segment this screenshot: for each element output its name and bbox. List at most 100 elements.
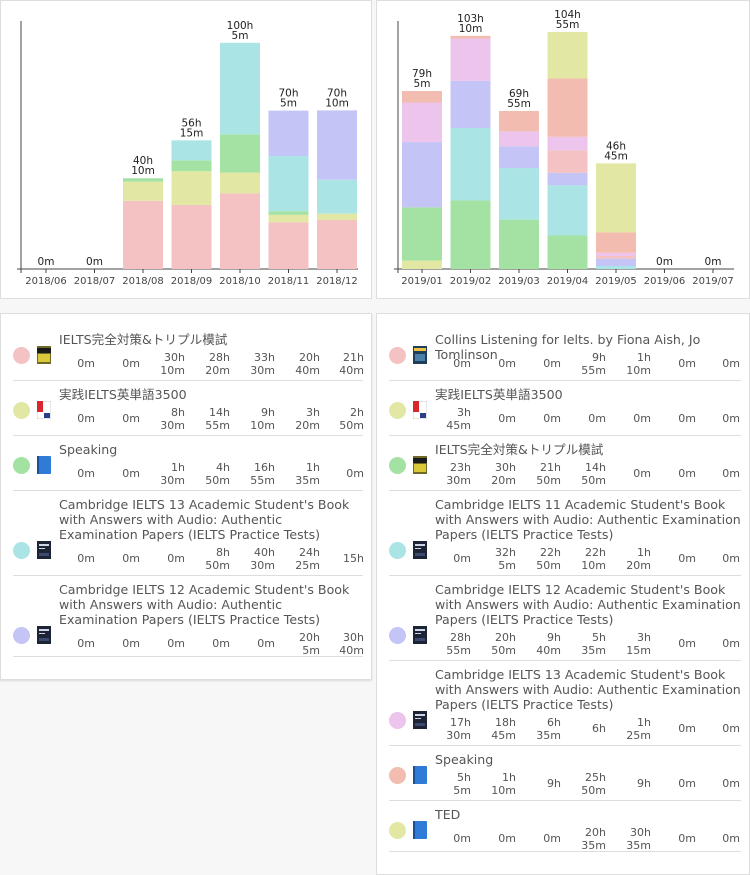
bar-segment [220,193,260,269]
book-row[interactable]: IELTS完全対策&トリプル模試 0m 0m 30h 10m 28h 20m 33h 30m 20… [1,326,371,381]
monthly-value: 9h [525,777,561,790]
bar-segment [596,256,636,259]
monthly-value-line: 50m [536,474,561,487]
monthly-value-line: 35m [581,839,606,852]
series-color-dot [13,402,30,419]
book-row[interactable]: 実践IELTS英単語3500 3h 45m 0m 0m 0m 0m 0m 0m [377,381,749,436]
monthly-value-line: 23h [450,461,471,474]
monthly-value-line: 50m [581,784,606,797]
monthly-value-line: 14h [585,461,606,474]
monthly-value-line: 55m [446,644,471,657]
monthly-value: 0m [704,832,740,845]
monthly-value: 0m [104,357,140,370]
book-row[interactable]: 実践IELTS英単語3500 0m 0m 8h 30m 14h 55m 9h 10m 3h 20m 2… [1,381,371,436]
bar-segment [547,235,588,269]
bar-total-label: 70h 5m [278,88,298,110]
monthly-value-line: 30m [160,419,185,432]
monthly-value: 0m [194,637,230,650]
monthly-value: 0m [239,637,275,650]
row-divider [13,490,363,491]
bar-total-label: 56h 15m [180,117,204,139]
monthly-value: 21h 50m [525,461,561,487]
bar-segment [596,258,636,266]
monthly-values: 0m 32h 5m 22h 50m 22h 10m 1h 20m 0m 0m [435,546,741,572]
monthly-value-line: 10m [626,364,651,377]
monthly-value: 1h 10m [480,771,516,797]
bar-total-label: 70h 10m [325,87,349,109]
x-tick-label: 2019/02 [450,276,492,287]
monthly-value: 0m [704,357,740,370]
ielts-book-icon [37,346,51,364]
monthly-value-line: 17h [450,716,471,729]
monthly-value: 0m [704,637,740,650]
monthly-value-line: 0m [498,412,516,425]
x-tick-label: 2019/03 [498,276,540,287]
book-row[interactable]: Speaking 5h 5m 1h 10m 9h 25h 50m 9h 0m 0m [377,746,749,801]
book-row[interactable]: IELTS完全対策&トリプル模試 23h 30m 30h 20m 21h 50m 14h 50m… [377,436,749,491]
monthly-value-line: 16h [254,461,275,474]
monthly-value: 23h 30m [435,461,471,487]
monthly-value: 0m [328,467,364,480]
book-row[interactable]: Collins Listening for Ielts. by Fiona Ai… [377,326,749,381]
monthly-value: 1h 10m [615,351,651,377]
x-tick-label: 2018/11 [268,276,310,287]
monthly-value-line: 50m [205,559,230,572]
monthly-value-line: 30m [250,559,275,572]
monthly-value-line: 35m [295,474,320,487]
bar-segment [402,207,442,261]
monthly-values: 17h 30m 18h 45m 6h 35m 6h 1h 25m 0m 0m [435,716,741,742]
monthly-value: 33h 30m [239,351,275,377]
monthly-value-line: 30m [446,729,471,742]
monthly-value-line: 0m [498,357,516,370]
monthly-value-line: 30m [250,364,275,377]
monthly-value-line: 0m [678,412,696,425]
monthly-value-line: 20m [626,559,651,572]
monthly-value: 3h 15m [615,631,651,657]
x-tick-label: 2019/07 [692,276,734,287]
monthly-value: 6h [570,722,606,735]
monthly-value-line: 0m [122,637,140,650]
book-title: Cambridge IELTS 12 Academic Student's Bo… [435,582,741,627]
bar-segment [402,91,442,103]
blue-book-icon [413,766,427,784]
book-row[interactable]: Cambridge IELTS 11 Academic Student's Bo… [377,491,749,576]
monthly-value: 14h 50m [570,461,606,487]
bar-segment [499,111,539,132]
bar-segment [547,136,588,151]
monthly-value: 0m [660,412,696,425]
monthly-value-line: 2h [350,406,364,419]
monthly-value: 0m [59,467,95,480]
monthly-value-line: 18h [495,716,516,729]
monthly-value: 30h 10m [149,351,185,377]
monthly-value-line: 9h [547,631,561,644]
book-title: IELTS完全対策&トリプル模試 [59,332,228,347]
bar-segment [450,127,491,201]
monthly-value-line: 22h [540,546,561,559]
monthly-value: 0m [660,552,696,565]
stacked-bar-chart-2018: 0m 2018/06 0m 2018/07 40h 10m 2018/08 56h 15m 201… [17,20,358,287]
book-row[interactable]: Speaking 0m 0m 1h 30m 4h 50m 16h 55m 1h 35m 0m [1,436,371,491]
monthly-value-line: 15m [626,644,651,657]
monthly-value: 25h 50m [570,771,606,797]
monthly-values: 0m 0m 1h 30m 4h 50m 16h 55m 1h 35m 0m [59,461,364,487]
book-title: Collins Listening for Ielts. by Fiona Ai… [435,332,701,362]
bar-segment [499,146,539,169]
book-row[interactable]: Cambridge IELTS 12 Academic Student's Bo… [1,576,371,657]
book-row[interactable]: Cambridge IELTS 12 Academic Student's Bo… [377,576,749,661]
book-row[interactable]: Cambridge IELTS 13 Academic Student's Bo… [377,661,749,746]
monthly-values: 23h 30m 30h 20m 21h 50m 14h 50m 0m 0m 0m [435,461,741,487]
monthly-value: 9h 10m [239,406,275,432]
book-row[interactable]: Cambridge IELTS 13 Academic Student's Bo… [1,491,371,576]
monthly-value-line: 22h [585,546,606,559]
monthly-value-line: 0m [122,412,140,425]
bar-segment [220,42,260,135]
monthly-value-line: 20m [205,364,230,377]
bar-segment [171,160,212,172]
bar-segment [499,168,539,220]
monthly-value-line: 0m [543,357,561,370]
bar-segment [123,178,163,182]
monthly-value: 0m [660,467,696,480]
monthly-value-line: 10m [581,559,606,572]
monthly-value: 1h 30m [149,461,185,487]
book-row[interactable]: TED 0m 0m 0m 20h 35m 30h 35m 0m 0m [377,801,749,852]
